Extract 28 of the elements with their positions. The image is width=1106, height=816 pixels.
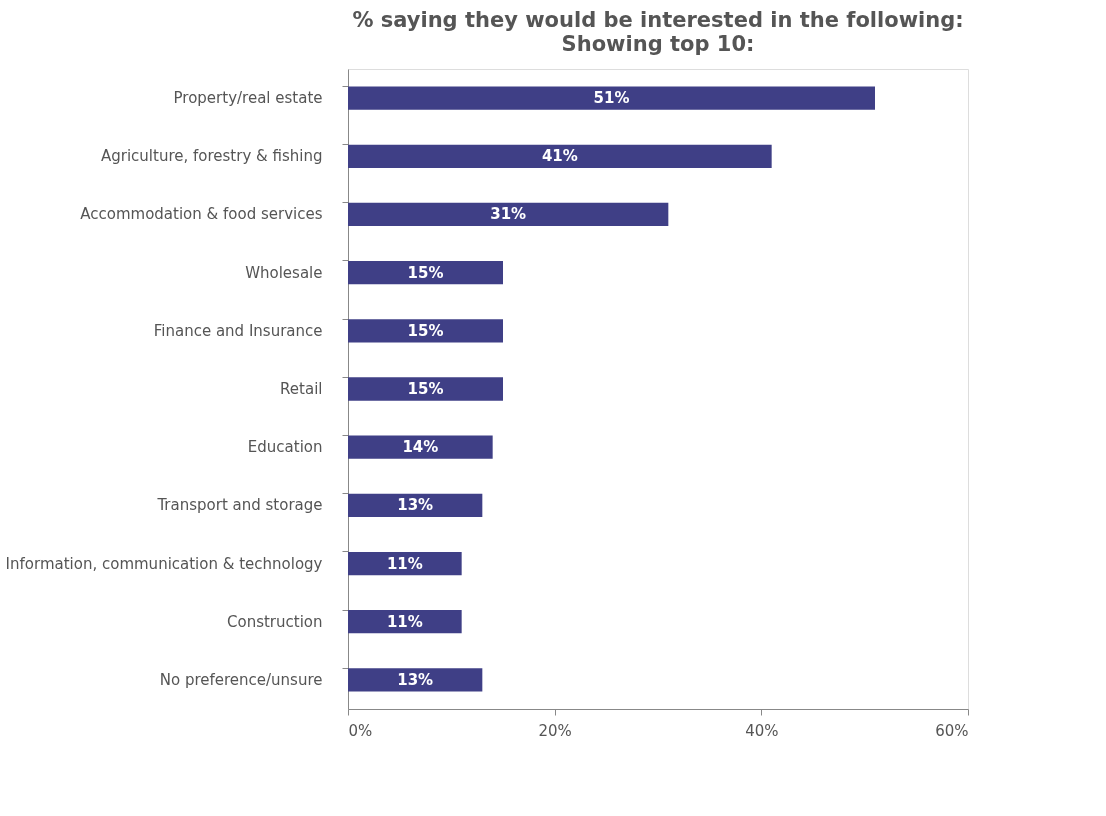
x-tick-label: 20%: [538, 721, 572, 740]
x-tick-label: 0%: [348, 721, 373, 740]
chart-subtitle: Showing top 10:: [561, 32, 755, 56]
y-tick-label: Education: [247, 438, 323, 457]
y-tick-label: Property/real estate: [173, 89, 323, 108]
chart-title: % saying they would be interested in the following:: [352, 8, 964, 32]
x-tick-label: 60%: [935, 721, 969, 740]
x-tick-label: 40%: [745, 721, 779, 740]
y-tick-label: Transport and storage: [156, 496, 323, 515]
data-label: 41%: [541, 147, 578, 166]
data-label: 31%: [490, 205, 527, 224]
y-tick-label: No preference/unsure: [159, 670, 323, 689]
y-tick-label: Wholesale: [245, 263, 323, 282]
y-tick-label: Agriculture, forestry & fishing: [101, 147, 323, 166]
data-label: 13%: [397, 670, 434, 689]
y-tick-label: Retail: [280, 380, 323, 398]
y-tick-label: Construction: [226, 612, 323, 631]
data-label: 11%: [386, 554, 423, 573]
y-tick-label: Accommodation & food services: [80, 205, 323, 224]
data-label: 13%: [397, 496, 434, 515]
data-label: 15%: [407, 321, 444, 340]
data-label: 15%: [407, 380, 444, 398]
data-label: 11%: [386, 612, 423, 631]
data-label: 14%: [402, 438, 439, 457]
y-tick-label: Information, communication & technology: [5, 554, 323, 573]
data-label: 15%: [407, 263, 444, 282]
data-label: 51%: [593, 89, 630, 108]
y-tick-label: Finance and Insurance: [153, 321, 323, 340]
